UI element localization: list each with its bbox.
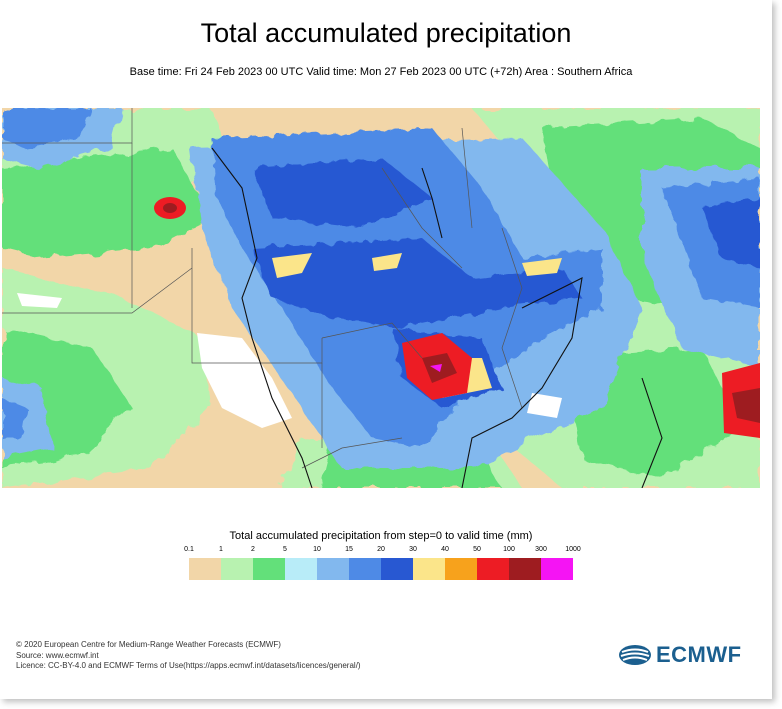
legend-swatch bbox=[445, 558, 477, 580]
legend-swatch bbox=[285, 558, 317, 580]
legend-tick-label: 20 bbox=[377, 546, 385, 553]
precipitation-map bbox=[2, 108, 760, 488]
legend-tick-label: 15 bbox=[345, 546, 353, 553]
legend-tick-label: 2 bbox=[251, 546, 255, 553]
ecmwf-logo: ECMWF bbox=[618, 642, 742, 668]
legend-tick-label: 0.1 bbox=[184, 546, 194, 553]
map-subtitle: Base time: Fri 24 Feb 2023 00 UTC Valid … bbox=[129, 66, 633, 78]
heavy-rain-centers bbox=[154, 197, 760, 438]
legend-bar bbox=[189, 558, 573, 580]
legend-tick-label: 10 bbox=[313, 546, 321, 553]
legend-tick-label: 1 bbox=[219, 546, 223, 553]
legend-tick-label: 5 bbox=[283, 546, 287, 553]
legend-tick-label: 300 bbox=[535, 546, 547, 553]
copyright-text: © 2020 European Centre for Medium-Range … bbox=[16, 640, 281, 649]
legend-swatch bbox=[221, 558, 253, 580]
legend-swatch bbox=[381, 558, 413, 580]
source-text: Source: www.ecmwf.int bbox=[16, 650, 99, 660]
ecmwf-logo-icon bbox=[619, 645, 651, 665]
chart-card: Total accumulated precipitation Base tim… bbox=[2, 18, 760, 672]
country-borders bbox=[2, 108, 523, 469]
legend-tick-label: 30 bbox=[409, 546, 417, 553]
legend-swatch bbox=[413, 558, 445, 580]
logo-text: ECMWF bbox=[656, 642, 742, 667]
legend-swatch bbox=[317, 558, 349, 580]
legend-swatch bbox=[253, 558, 285, 580]
legend-swatch bbox=[541, 558, 573, 580]
legend-tick-label: 100 bbox=[503, 546, 515, 553]
legend-tick-label: 50 bbox=[473, 546, 481, 553]
legend-swatch bbox=[477, 558, 509, 580]
licence-text: Licence: CC-BY-4.0 and ECMWF Terms of Us… bbox=[16, 661, 361, 670]
legend-tick-label: 40 bbox=[441, 546, 449, 553]
dry-patches bbox=[17, 293, 562, 428]
legend-swatch bbox=[349, 558, 381, 580]
legend-swatch bbox=[189, 558, 221, 580]
coastline bbox=[211, 147, 663, 488]
page-title: Total accumulated precipitation bbox=[200, 18, 572, 48]
footer-credits: © 2020 European Centre for Medium-Range … bbox=[16, 640, 361, 672]
legend-swatch bbox=[509, 558, 541, 580]
legend-title: Total accumulated precipitation from ste… bbox=[229, 530, 533, 542]
color-legend: 0.1 1 2 5 10 15 20 30 40 50 100 300 1000 bbox=[184, 546, 581, 586]
legend-tick-label: 1000 bbox=[565, 546, 581, 553]
map-svg bbox=[2, 108, 760, 488]
